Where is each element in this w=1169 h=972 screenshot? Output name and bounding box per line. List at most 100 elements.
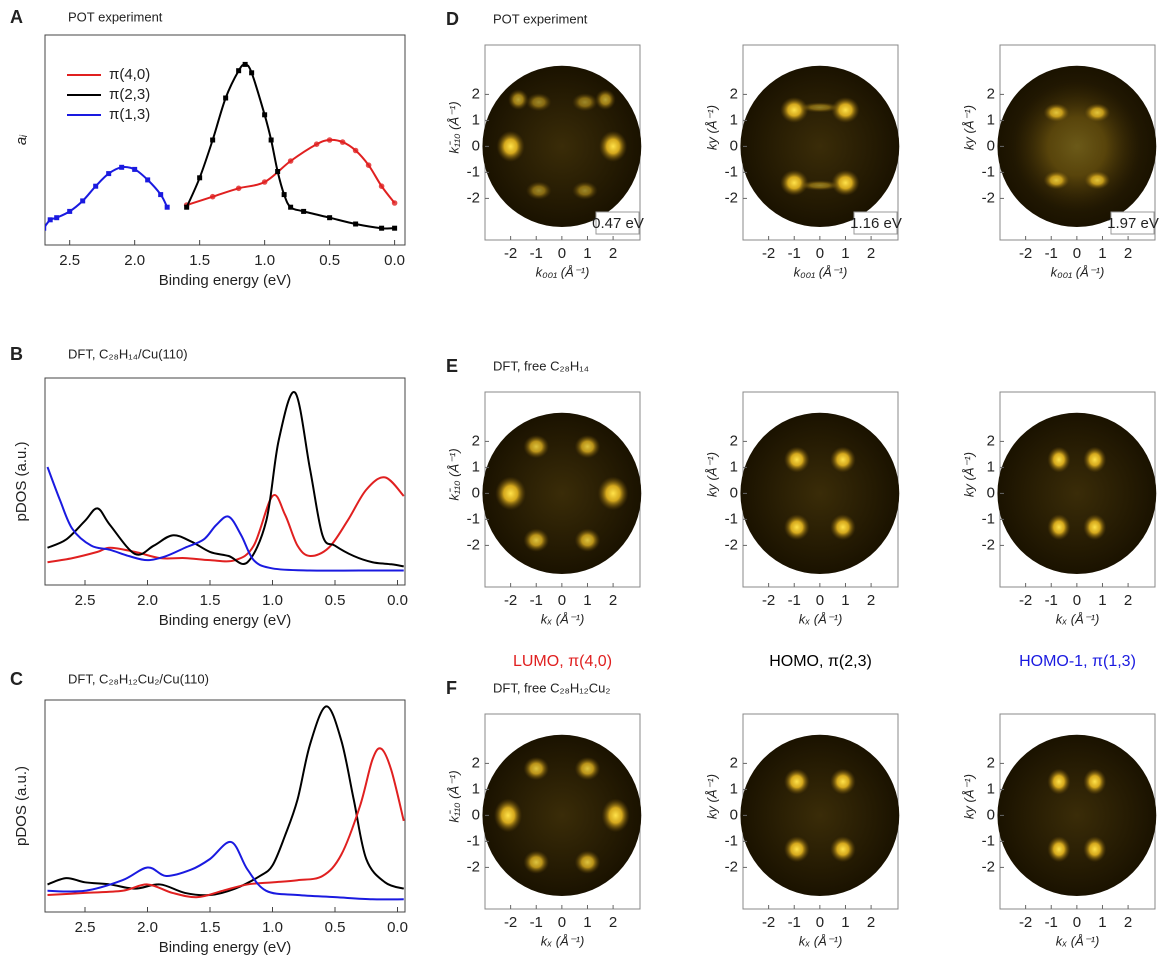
marker [275,169,280,174]
x-tick-label: -2 [762,592,775,609]
x-tick-label: -2 [1019,245,1032,262]
map-spot [799,102,840,112]
y-tick-label: 2 [472,85,480,102]
energy-label: 1.16 eV [850,215,902,232]
x-tick-label: 2 [609,914,617,931]
series-group [48,392,404,571]
x-tick-label: 1 [1098,592,1106,609]
map-spot [523,529,549,552]
legend-label: π(1,3) [109,106,150,123]
panel-letter: A [10,7,23,27]
y-tick-label: 1 [987,780,995,797]
x-tick-label: 2.5 [59,252,80,269]
y-tick-label: 2 [472,432,480,449]
marker [327,137,333,143]
orbital-caption: HOMO-1, π(1,3) [1019,653,1136,670]
map-spot [523,757,549,780]
row-title: DFT, free C₂₈H₁₂Cu₂ [493,680,610,695]
x-tick-label: 1 [1098,245,1106,262]
y-tick-label: 1 [472,780,480,797]
y-tick-label: 0 [472,806,480,823]
x-tick-label: 0.5 [325,592,346,609]
series-line [48,477,404,562]
map-spot [1047,514,1070,540]
y-tick-label: -2 [725,536,738,553]
x-tick-label: 1 [583,245,591,262]
panel-letter: F [446,678,457,698]
y-axis-label: k₁̄₁₀ (Å⁻¹) [446,101,461,153]
x-tick-label: 1.5 [200,919,221,936]
y-tick-label: 1 [730,458,738,475]
x-axis-label: Binding energy (eV) [159,272,292,289]
marker [353,222,358,227]
y-tick-label: 2 [730,85,738,102]
y-tick-label: -1 [467,510,480,527]
y-tick-label: 0 [730,484,738,501]
x-tick-label: 0 [1073,592,1081,609]
map-spot [784,514,810,540]
x-tick-label: 1.5 [189,252,210,269]
map-spot [830,769,856,795]
y-tick-label: 0 [987,484,995,501]
map-spot [526,93,552,111]
y-tick-label: 0 [987,137,995,154]
marker [327,215,332,220]
marker [379,226,384,231]
y-tick-label: 1 [987,458,995,475]
x-tick-label: 2 [1124,592,1132,609]
energy-label: 1.97 eV [1107,215,1159,232]
y-tick-label: -2 [725,189,738,206]
series-line [48,392,404,566]
y-tick-label: -2 [467,536,480,553]
x-tick-label: -2 [504,592,517,609]
map-spot [526,182,552,200]
marker [262,179,268,185]
x-tick-label: 0 [816,592,824,609]
marker [288,205,293,210]
map-spot [575,757,601,780]
series-line [187,64,395,228]
y-axis-label: k₁̄₁₀ (Å⁻¹) [446,448,461,500]
marker [379,183,385,189]
orbital-caption: HOMO, π(2,3) [769,653,872,670]
y-tick-label: -1 [982,510,995,527]
map-disc [740,413,899,574]
x-tick-label: 2 [1124,245,1132,262]
x-tick-label: -1 [788,592,801,609]
y-tick-label: -2 [467,189,480,206]
y-tick-label: -1 [725,163,738,180]
panel-letter: D [446,9,459,29]
map-spot [523,851,549,874]
marker [54,215,59,220]
x-tick-label: -1 [530,914,543,931]
x-tick-label: -1 [530,245,543,262]
map-spot [572,93,598,111]
plot-frame [45,700,405,912]
marker [243,62,248,67]
series-group [48,706,404,899]
y-tick-label: 1 [472,111,480,128]
x-tick-label: -2 [762,914,775,931]
marker [210,138,215,143]
map-spot [595,89,615,110]
marker [184,205,189,210]
x-tick-label: 1 [841,245,849,262]
marker [282,192,287,197]
map-spot [1047,769,1070,795]
x-tick-label: 1.5 [200,592,221,609]
x-tick-label: 0.5 [319,252,340,269]
map-spot [602,799,630,833]
x-tick-label: 2.0 [137,592,158,609]
marker [48,217,53,222]
x-tick-label: 0.0 [384,252,405,269]
x-axis-label: kₓ (Å⁻¹) [1056,933,1100,948]
map-spot [799,180,840,190]
x-tick-label: 0 [816,914,824,931]
marker [41,226,46,231]
marker [301,209,306,214]
map-spot [1083,514,1106,540]
x-tick-label: 2.5 [75,592,96,609]
y-axis-label: pDOS (a.u.) [13,766,30,846]
marker [106,171,111,176]
x-axis-label: Binding energy (eV) [159,939,292,956]
